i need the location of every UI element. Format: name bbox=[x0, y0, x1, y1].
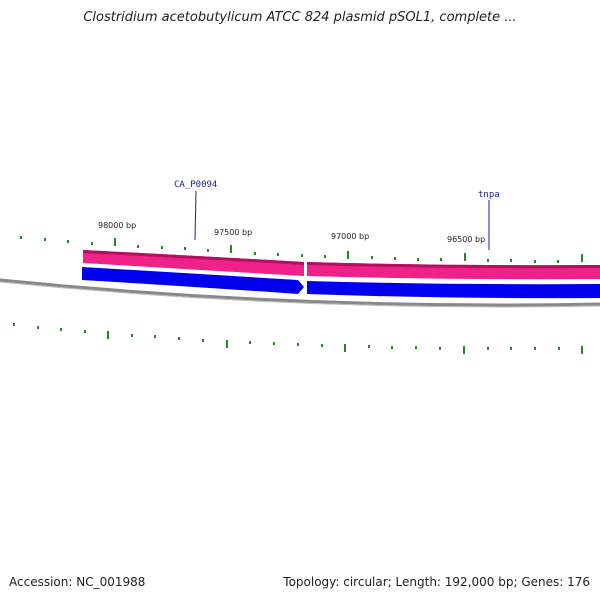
lower-tick-marks bbox=[13, 323, 583, 354]
backbone-arc-shadow bbox=[0, 281, 600, 308]
backbone-arc bbox=[0, 278, 600, 307]
accession-label: Accession: NC_001988 bbox=[9, 575, 146, 589]
reverse-strand-segment-1[interactable] bbox=[82, 267, 304, 294]
gene-leader-ca-p0094 bbox=[194, 190, 197, 241]
upper-tick-marks bbox=[20, 236, 583, 263]
gene-label-tnpa[interactable]: tnpa bbox=[478, 190, 500, 200]
forward-strand-segment-2-shade bbox=[307, 262, 600, 269]
forward-strand-segment-1-shade bbox=[83, 250, 304, 265]
position-label-98000: 98000 bp bbox=[98, 221, 136, 230]
page-title: Clostridium acetobutylicum ATCC 824 plas… bbox=[83, 10, 517, 25]
gene-label-ca-p0094[interactable]: CA_P0094 bbox=[174, 180, 217, 190]
reverse-strand-segment-2[interactable] bbox=[307, 281, 600, 299]
position-label-96500: 96500 bp bbox=[447, 235, 485, 244]
forward-strand-segment-1[interactable] bbox=[83, 250, 304, 276]
position-label-97500: 97500 bp bbox=[214, 228, 252, 237]
position-label-97000: 97000 bp bbox=[331, 232, 369, 241]
map-summary: Topology: circular; Length: 192,000 bp; … bbox=[283, 575, 590, 589]
